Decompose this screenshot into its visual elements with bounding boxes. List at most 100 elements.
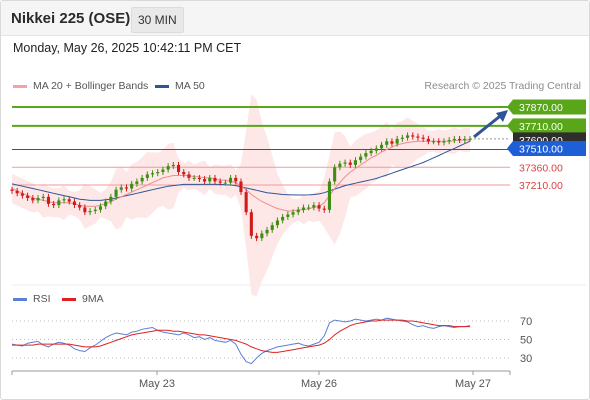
candle-body xyxy=(109,196,113,202)
time-tick-label: May 26 xyxy=(301,378,337,390)
candle-body xyxy=(72,201,76,205)
candle-body xyxy=(98,206,102,210)
price-tag-label: 37210.00 xyxy=(519,180,563,192)
candle-body xyxy=(145,174,149,178)
candle-body xyxy=(10,189,14,191)
candle-body xyxy=(31,198,35,201)
price-tag-37710.00 xyxy=(513,118,586,134)
rsi-tick-70: 70 xyxy=(520,316,532,328)
candle-body xyxy=(353,160,357,165)
legend-item-ma50: MA 50 xyxy=(155,80,205,92)
candle-body xyxy=(437,141,441,143)
price-tag-37870.00 xyxy=(513,99,586,115)
candle-body xyxy=(83,207,87,213)
candle-body xyxy=(468,138,472,140)
candle-body xyxy=(93,209,97,211)
candle-body xyxy=(359,156,363,161)
candle-body xyxy=(26,195,30,198)
legend-item-bollinger: MA 20 + Bollinger Bands xyxy=(13,80,148,92)
candle-body xyxy=(213,177,217,182)
candle-body xyxy=(281,216,285,221)
candle-body xyxy=(374,148,378,151)
candle-body xyxy=(270,225,274,230)
candle-body xyxy=(67,199,71,202)
bollinger-swatch xyxy=(13,84,27,88)
price-tag-pointer xyxy=(507,118,513,134)
candle-body xyxy=(182,172,186,175)
candle-body xyxy=(218,181,222,183)
candle-body xyxy=(343,162,347,164)
candle-body xyxy=(130,183,134,189)
candle-body xyxy=(192,177,196,179)
price-tag-37510.00 xyxy=(513,141,586,156)
chart-header: Nikkei 225 (OSE) 30 MIN xyxy=(1,1,589,36)
candle-body xyxy=(348,162,352,165)
legend-label-9ma: 9MA xyxy=(82,293,104,305)
instrument-title: Nikkei 225 (OSE) xyxy=(11,10,131,27)
ma50-swatch xyxy=(155,84,169,88)
projection-arrow-shaft xyxy=(473,111,505,139)
ma9-swatch xyxy=(62,297,76,301)
candle-body xyxy=(203,179,207,182)
candle-body xyxy=(46,196,50,204)
candle-body xyxy=(140,177,144,182)
candle-body xyxy=(275,220,279,226)
candle-body xyxy=(255,235,259,239)
candle-body xyxy=(463,138,467,141)
candle-body xyxy=(416,136,420,138)
candle-body xyxy=(114,189,118,197)
candle-body xyxy=(208,177,212,182)
candle-body xyxy=(166,166,170,170)
candle-body xyxy=(156,172,160,174)
candle-body xyxy=(301,207,305,210)
candle-body xyxy=(369,150,373,154)
candle-body xyxy=(187,174,191,178)
rsi-line xyxy=(11,317,471,365)
candle-body xyxy=(239,181,243,193)
candle-body xyxy=(36,198,40,201)
candle-body xyxy=(15,190,19,194)
candle-body xyxy=(458,138,462,141)
candle-body xyxy=(151,173,155,175)
candle-body xyxy=(380,144,384,149)
candle-body xyxy=(171,164,175,167)
chart-datetime: Monday, May 26, 2025 10:42:11 PM CET xyxy=(13,41,242,55)
rsi-swatch xyxy=(13,297,27,301)
candle-body xyxy=(452,138,456,141)
price-tag-label: 37510.00 xyxy=(519,144,563,156)
candle-body xyxy=(234,177,238,182)
price-tag-pointer xyxy=(507,99,513,115)
candle-body xyxy=(307,207,311,209)
candle-body xyxy=(229,177,233,183)
price-tag-label: 37870.00 xyxy=(519,102,563,114)
candle-body xyxy=(177,164,181,172)
price-tag-label: 37710.00 xyxy=(519,121,563,133)
candle-body xyxy=(119,187,123,190)
legend-item-rsi: RSI xyxy=(13,293,51,305)
candle-body xyxy=(447,140,451,142)
timeframe-button[interactable]: 30 MIN xyxy=(131,7,184,33)
candle-body xyxy=(78,205,82,208)
candle-body xyxy=(442,141,446,143)
candle-body xyxy=(197,177,201,180)
candle-body xyxy=(57,200,61,206)
legend-label-ma50: MA 50 xyxy=(175,80,205,92)
candle-body xyxy=(317,205,321,209)
candle-body xyxy=(364,153,368,157)
candle-body xyxy=(432,141,436,143)
legend-label-bollinger: MA 20 + Bollinger Bands xyxy=(33,80,149,92)
candle-body xyxy=(265,229,269,234)
candle-body xyxy=(223,182,227,184)
candle-body xyxy=(161,169,165,172)
candle-body xyxy=(421,137,425,139)
candle-body xyxy=(249,212,253,236)
candle-body xyxy=(426,138,430,142)
candle-body xyxy=(104,201,108,207)
candle-body xyxy=(124,187,128,189)
projection-arrow-head xyxy=(496,110,508,122)
candle-body xyxy=(312,205,316,208)
legend-label-rsi: RSI xyxy=(33,293,51,305)
rsi-tick-50: 50 xyxy=(520,335,532,347)
candle-body xyxy=(291,212,295,215)
candle-body xyxy=(406,135,410,138)
